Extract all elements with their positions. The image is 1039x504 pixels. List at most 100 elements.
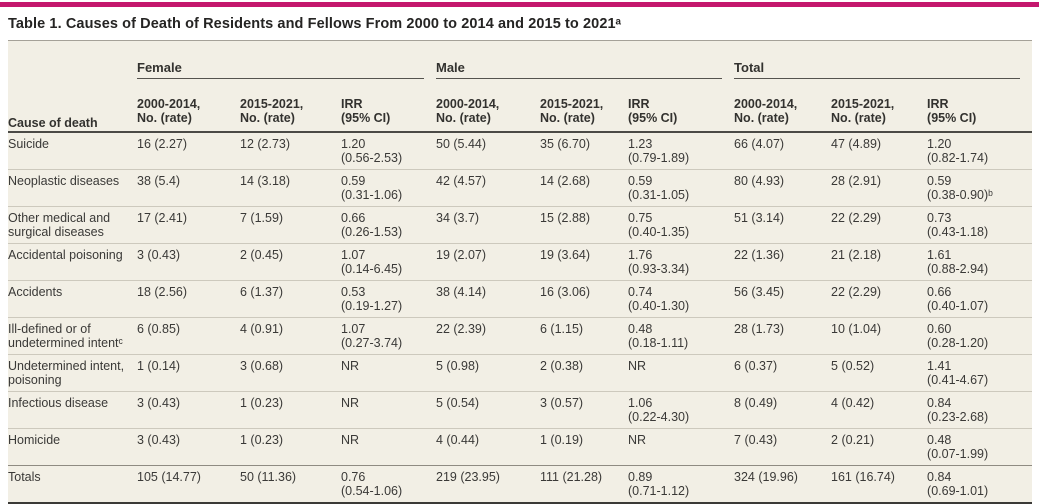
value-cell: 80 (4.93) — [734, 168, 832, 206]
value-cell: 0.89 (0.71-1.12) — [628, 464, 735, 502]
value-cell: 51 (3.14) — [734, 205, 832, 243]
value-cell: 4 (0.91) — [240, 316, 341, 354]
value-cell: 105 (14.77) — [137, 464, 240, 502]
value-cell: 5 (0.98) — [436, 353, 540, 391]
table-container: Cause of death Female Male Total 2000-20… — [8, 40, 1033, 504]
table-row: Accidents 18 (2.56) 6 (1.37) 0.53 (0.19-1.2… — [8, 279, 1033, 317]
value-cell: 42 (4.57) — [436, 168, 540, 206]
value-cell: 8 (0.49) — [734, 390, 832, 428]
value-cell: 6 (1.37) — [240, 279, 341, 317]
value-cell: 1.23 (0.79-1.89) — [628, 136, 690, 166]
value-cell: 219 (23.95) — [436, 464, 540, 502]
value-cell: 47 (4.89) — [831, 136, 882, 151]
group-label-total: Total — [734, 60, 1021, 79]
group-header-row: Cause of death Female Male Total — [8, 41, 1032, 133]
group-label-male: Male — [436, 60, 723, 79]
cause-cell: Ill-defined or of undetermined intentᶜ — [8, 316, 137, 354]
cause-cell: Totals — [8, 464, 137, 502]
table-row: Neoplastic diseases 38 (5.4) 14 (3.18) 0.59… — [8, 168, 1033, 206]
value-cell: 56 (3.45) — [734, 279, 832, 317]
group-header-male: Male — [436, 41, 734, 94]
value-cell: 21 (2.18) — [831, 242, 928, 280]
value-cell: NR — [341, 353, 436, 391]
value-cell: NR — [628, 427, 735, 465]
value-cell: 4 (0.42) — [831, 390, 928, 428]
value-cell: 50 (5.44) — [436, 136, 487, 151]
value-cell: 6 (0.85) — [137, 316, 240, 354]
cause-cell: Undetermined intent, poisoning — [8, 353, 137, 391]
value-cell: 0.59 (0.31-1.06) — [341, 168, 436, 206]
causes-of-death-table: Cause of death Female Male Total 2000-20… — [8, 41, 1033, 502]
value-cell: 1 (0.19) — [540, 427, 628, 465]
value-cell: 3 (0.57) — [540, 390, 628, 428]
value-cell: 6 (1.15) — [540, 316, 628, 354]
col-header-female-2015-2021: 2015-2021, No. (rate) — [240, 93, 341, 133]
value-cell: 14 (2.68) — [540, 168, 628, 206]
value-cell: 0.53 (0.19-1.27) — [341, 279, 436, 317]
col-header-total-irr: IRR (95% CI) — [927, 93, 1033, 133]
value-cell: 1.20 (0.56-2.53) — [341, 136, 403, 166]
value-cell: 18 (2.56) — [137, 279, 240, 317]
value-cell: 5 (0.54) — [436, 390, 540, 428]
value-cell: 6 (0.37) — [734, 353, 832, 391]
value-cell: 16 (3.06) — [540, 279, 628, 317]
value-cell: 0.76 (0.54-1.06) — [341, 464, 436, 502]
value-cell: 38 (4.14) — [436, 279, 540, 317]
value-cell: 28 (1.73) — [734, 316, 832, 354]
value-cell: 3 (0.43) — [137, 390, 240, 428]
value-cell: 1.06 (0.22-4.30) — [628, 390, 735, 428]
group-header-total: Total — [734, 41, 1032, 94]
cause-cell: Suicide — [8, 136, 49, 151]
col-header-total-2015-2021: 2015-2021, No. (rate) — [831, 93, 928, 133]
value-cell: 0.59 (0.31-1.05) — [628, 168, 735, 206]
value-cell: 0.66 (0.26-1.53) — [341, 205, 436, 243]
value-cell: 1 (0.23) — [240, 390, 341, 428]
value-cell: 22 (2.29) — [831, 205, 928, 243]
value-cell: 22 (2.29) — [831, 279, 928, 317]
table-row: Other medical and surgical diseases 17 (2… — [8, 205, 1033, 243]
value-cell: 17 (2.41) — [137, 205, 240, 243]
cause-cell: Neoplastic diseases — [8, 168, 137, 206]
value-cell: 38 (5.4) — [137, 168, 240, 206]
value-cell: 1.07 (0.27-3.74) — [341, 316, 436, 354]
value-cell: 35 (6.70) — [540, 136, 591, 151]
value-cell: 15 (2.88) — [540, 205, 628, 243]
group-header-female: Female — [137, 41, 436, 94]
value-cell: 12 (2.73) — [240, 136, 291, 151]
value-cell: 1 (0.23) — [240, 427, 341, 465]
col-header-female-irr: IRR (95% CI) — [341, 93, 436, 133]
cause-cell: Other medical and surgical diseases — [8, 205, 137, 243]
value-cell: 22 (2.39) — [436, 316, 540, 354]
value-cell: 1.07 (0.14-6.45) — [341, 242, 436, 280]
cause-cell: Accidents — [8, 279, 137, 317]
value-cell: 2 (0.38) — [540, 353, 628, 391]
value-cell: 0.84 (0.23-2.68) — [927, 390, 1033, 428]
value-cell: 3 (0.43) — [137, 427, 240, 465]
value-cell: 16 (2.27) — [137, 136, 188, 151]
value-cell: 1 (0.14) — [137, 353, 240, 391]
table-header: Cause of death Female Male Total 2000-20… — [8, 41, 1033, 133]
value-cell: 50 (11.36) — [240, 464, 341, 502]
value-cell: 28 (2.91) — [831, 168, 928, 206]
value-cell: 7 (1.59) — [240, 205, 341, 243]
value-cell: 22 (1.36) — [734, 242, 832, 280]
table-row: Accidental poisoning 3 (0.43) 2 (0.45) 1.07… — [8, 242, 1033, 280]
table-row: Ill-defined or of undetermined intentᶜ 6 … — [8, 316, 1033, 354]
value-cell: NR — [628, 353, 735, 391]
value-cell: 0.48 (0.07-1.99) — [927, 427, 1033, 465]
value-cell: 0.60 (0.28-1.20) — [927, 316, 1033, 354]
value-cell: 1.61 (0.88-2.94) — [927, 242, 1033, 280]
value-cell: 3 (0.68) — [240, 353, 341, 391]
value-cell: 0.66 (0.40-1.07) — [927, 279, 1033, 317]
group-label-female: Female — [137, 60, 424, 79]
value-cell: 5 (0.52) — [831, 353, 928, 391]
value-cell: 4 (0.44) — [436, 427, 540, 465]
value-cell: 324 (19.96) — [734, 464, 832, 502]
value-cell: 2 (0.21) — [831, 427, 928, 465]
value-cell: 161 (16.74) — [831, 464, 928, 502]
cause-cell: Homicide — [8, 427, 137, 465]
value-cell: 14 (3.18) — [240, 168, 341, 206]
value-cell: 0.48 (0.18-1.11) — [628, 316, 735, 354]
value-cell: 34 (3.7) — [436, 205, 540, 243]
value-cell: NR — [341, 390, 436, 428]
